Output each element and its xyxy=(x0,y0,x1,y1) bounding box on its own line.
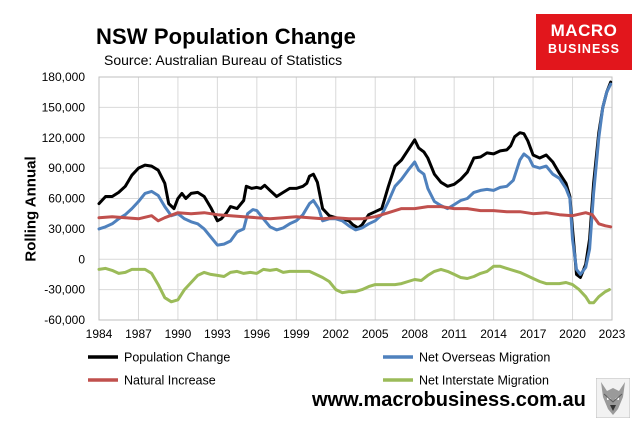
x-tick-label: 2017 xyxy=(520,327,547,341)
x-tick-label: 2008 xyxy=(401,327,428,341)
x-tick-label: 1996 xyxy=(243,327,270,341)
plot-frame xyxy=(98,76,613,321)
x-tick-label: 2002 xyxy=(322,327,349,341)
series-net-interstate-migration xyxy=(97,264,611,305)
x-tick-label: 1993 xyxy=(204,327,231,341)
wolf-head-icon xyxy=(596,378,630,418)
x-tick-label: 1984 xyxy=(86,327,113,341)
y-tick-label: 150,000 xyxy=(42,100,86,114)
x-axis-ticks: 1984 1987 1990 1993 1996 1999 2002 2005 2008 2011… xyxy=(86,327,626,341)
legend: Population Change Net Overseas Migration N… xyxy=(88,351,550,388)
legend-label: Natural Increase xyxy=(124,374,216,388)
series-lines xyxy=(97,80,613,305)
y-tick-label: 0 xyxy=(78,252,85,266)
x-tick-label: 2014 xyxy=(480,327,507,341)
gridlines xyxy=(98,76,613,321)
x-tick-label: 2011 xyxy=(441,327,467,341)
legend-label: Net Overseas Migration xyxy=(419,351,550,365)
y-tick-label: -30,000 xyxy=(44,283,85,297)
x-tick-label: 2005 xyxy=(362,327,389,341)
logo-line2: BUSINESS xyxy=(548,42,620,56)
series-natural-increase xyxy=(97,205,613,229)
x-tick-label: 2020 xyxy=(559,327,586,341)
website-url: www.macrobusiness.com.au xyxy=(312,389,586,411)
series-population-change xyxy=(97,80,613,279)
y-tick-label: 120,000 xyxy=(42,131,86,145)
x-tick-label: 1990 xyxy=(165,327,192,341)
y-tick-label: 180,000 xyxy=(42,70,86,84)
y-tick-label: 30,000 xyxy=(48,222,85,236)
x-tick-label: 2023 xyxy=(599,327,626,341)
legend-label: Net Interstate Migration xyxy=(419,374,549,388)
plot-border xyxy=(98,76,613,321)
series-net-overseas-migration xyxy=(97,82,613,276)
y-axis-ticks: -60,000 -30,000 0 30,000 60,000 90,000 120,000… xyxy=(42,70,86,327)
macrobusiness-logo: MACRO BUSINESS xyxy=(536,14,632,70)
x-tick-label: 1999 xyxy=(283,327,310,341)
x-tick-label: 1987 xyxy=(125,327,152,341)
chart-subtitle: Source: Australian Bureau of Statistics xyxy=(104,52,343,68)
logo-line1: MACRO xyxy=(550,21,618,40)
y-tick-label: -60,000 xyxy=(44,313,85,327)
y-tick-label: 90,000 xyxy=(48,161,85,175)
y-tick-label: 60,000 xyxy=(48,192,85,206)
chart-title: NSW Population Change xyxy=(96,24,356,49)
legend-label: Population Change xyxy=(124,351,230,365)
